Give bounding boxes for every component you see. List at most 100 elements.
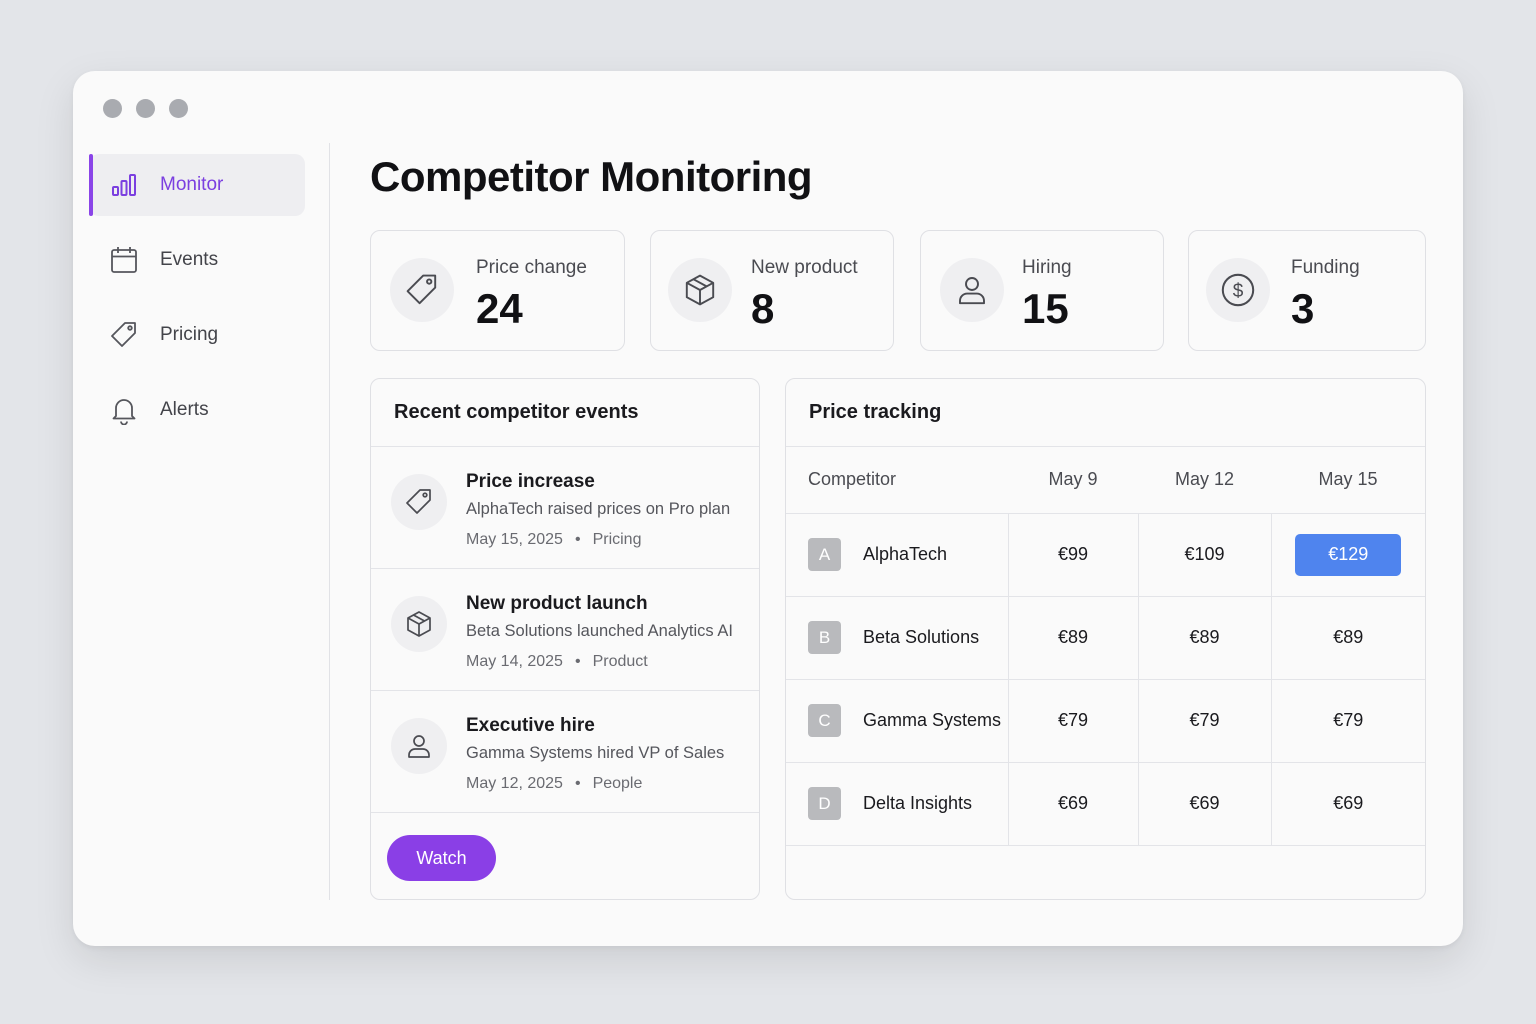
highlighted-price[interactable]: €129 xyxy=(1295,533,1402,576)
competitor-cell: B Beta Solutions xyxy=(786,596,1008,680)
table-row[interactable]: B Beta Solutions €89 €89 €89 xyxy=(786,596,1425,680)
price-cell: €99 xyxy=(1007,513,1138,597)
event-date: May 14, 2025 xyxy=(466,653,563,670)
table-header-row: Competitor May 9 May 12 May 15 xyxy=(786,447,1425,514)
event-title: Executive hire xyxy=(466,715,595,736)
dollar-icon: $ xyxy=(1206,258,1270,322)
window-maximize-dot[interactable] xyxy=(169,99,188,118)
price-cell: €69 xyxy=(1137,762,1271,846)
panel-title: Recent competitor events xyxy=(371,379,759,447)
stat-card-funding[interactable]: $ Funding 3 xyxy=(1188,230,1426,351)
stat-label: New product xyxy=(751,257,858,278)
sidebar-item-pricing[interactable]: Pricing xyxy=(89,304,305,366)
event-category: Pricing xyxy=(592,531,642,548)
competitor-name: Gamma Systems xyxy=(863,710,1002,730)
stat-card-new-product[interactable]: New product 8 xyxy=(650,230,894,351)
stat-value: 3 xyxy=(1291,285,1315,332)
tag-icon xyxy=(391,474,447,530)
sidebar-item-label: Alerts xyxy=(160,399,209,420)
competitor-cell: C Gamma Systems xyxy=(786,679,1008,763)
competitor-cell: D Delta Insights xyxy=(786,762,1008,846)
price-table: Competitor May 9 May 12 May 15 A AlphaTec… xyxy=(786,447,1425,846)
box-icon xyxy=(668,258,732,322)
stat-card-price-change[interactable]: Price change 24 xyxy=(370,230,625,351)
stat-label: Hiring xyxy=(1022,257,1072,278)
bell-icon xyxy=(109,395,139,425)
competitor-cell: A AlphaTech xyxy=(786,513,1008,597)
event-date: May 15, 2025 xyxy=(466,531,563,548)
window-controls xyxy=(103,99,188,118)
calendar-icon xyxy=(109,245,139,275)
watch-button[interactable]: Watch xyxy=(387,835,496,881)
event-date: May 12, 2025 xyxy=(466,775,563,792)
price-cell: €79 xyxy=(1270,679,1425,763)
box-icon xyxy=(391,596,447,652)
competitor-name: AlphaTech xyxy=(863,544,948,564)
meta-separator: • xyxy=(574,653,581,670)
tag-icon xyxy=(390,258,454,322)
table-row[interactable]: C Gamma Systems €79 €79 €79 xyxy=(786,679,1425,763)
meta-separator: • xyxy=(574,775,581,792)
window-minimize-dot[interactable] xyxy=(136,99,155,118)
event-item[interactable]: Executive hire Gamma Systems hired VP of… xyxy=(371,691,759,813)
meta-separator: • xyxy=(574,531,581,548)
avatar: A xyxy=(808,538,841,571)
event-meta: May 14, 2025 • Product xyxy=(466,653,648,671)
price-cell: €89 xyxy=(1137,596,1271,680)
avatar: C xyxy=(808,704,841,737)
avatar: D xyxy=(808,787,841,820)
price-cell: €79 xyxy=(1007,679,1138,763)
stat-label: Price change xyxy=(476,257,587,278)
event-title: New product launch xyxy=(466,593,648,614)
event-item[interactable]: New product launch Beta Solutions launch… xyxy=(371,569,759,691)
event-category: People xyxy=(592,775,643,792)
sidebar-item-label: Monitor xyxy=(160,174,224,195)
tag-icon xyxy=(109,320,139,350)
event-description: AlphaTech raised prices on Pro plan xyxy=(466,500,731,518)
table-row[interactable]: A AlphaTech €99 €109 €129 xyxy=(786,513,1425,597)
event-category: Product xyxy=(592,653,648,670)
table-row[interactable]: D Delta Insights €69 €69 €69 xyxy=(786,762,1425,846)
competitor-name: Delta Insights xyxy=(863,793,973,813)
column-header[interactable]: May 15 xyxy=(1271,447,1425,514)
bar-chart-icon xyxy=(109,170,139,200)
price-cell: €129 xyxy=(1270,513,1425,597)
price-cell: €89 xyxy=(1270,596,1425,680)
column-header[interactable]: Competitor xyxy=(786,447,1008,514)
app-window: Monitor Events Pricing xyxy=(73,71,1463,946)
sidebar-item-events[interactable]: Events xyxy=(89,229,305,291)
column-header[interactable]: May 12 xyxy=(1138,447,1271,514)
avatar: B xyxy=(808,621,841,654)
price-cell: €109 xyxy=(1137,513,1271,597)
sidebar-item-label: Pricing xyxy=(160,324,219,345)
stat-value: 8 xyxy=(751,285,775,332)
column-header[interactable]: May 9 xyxy=(1008,447,1138,514)
price-cell: €69 xyxy=(1007,762,1138,846)
stat-value: 24 xyxy=(476,285,523,332)
event-item[interactable]: Price increase AlphaTech raised prices o… xyxy=(371,447,759,569)
stat-card-hiring[interactable]: Hiring 15 xyxy=(920,230,1164,351)
sidebar-item-label: Events xyxy=(160,249,219,270)
price-cell: €89 xyxy=(1007,596,1138,680)
sidebar: Monitor Events Pricing xyxy=(89,154,305,454)
sidebar-item-monitor[interactable]: Monitor xyxy=(89,154,305,216)
window-close-dot[interactable] xyxy=(103,99,122,118)
stat-label: Funding xyxy=(1291,257,1360,278)
event-description: Gamma Systems hired VP of Sales xyxy=(466,744,725,762)
price-cell: €69 xyxy=(1270,762,1425,846)
panel-title: Price tracking xyxy=(786,379,1425,447)
recent-events-panel: Recent competitor events Price increase … xyxy=(370,378,760,900)
event-meta: May 12, 2025 • People xyxy=(466,775,642,793)
price-tracking-panel: Price tracking Competitor May 9 May 12 M… xyxy=(785,378,1426,900)
stat-value: 15 xyxy=(1022,285,1069,332)
competitor-name: Beta Solutions xyxy=(863,627,980,647)
price-cell: €79 xyxy=(1137,679,1271,763)
sidebar-item-alerts[interactable]: Alerts xyxy=(89,379,305,441)
event-title: Price increase xyxy=(466,471,595,492)
person-icon xyxy=(940,258,1004,322)
page-title: Competitor Monitoring xyxy=(370,153,813,200)
sidebar-divider xyxy=(329,143,330,900)
event-description: Beta Solutions launched Analytics AI xyxy=(466,622,733,640)
event-meta: May 15, 2025 • Pricing xyxy=(466,531,641,549)
svg-text:$: $ xyxy=(1233,281,1244,302)
